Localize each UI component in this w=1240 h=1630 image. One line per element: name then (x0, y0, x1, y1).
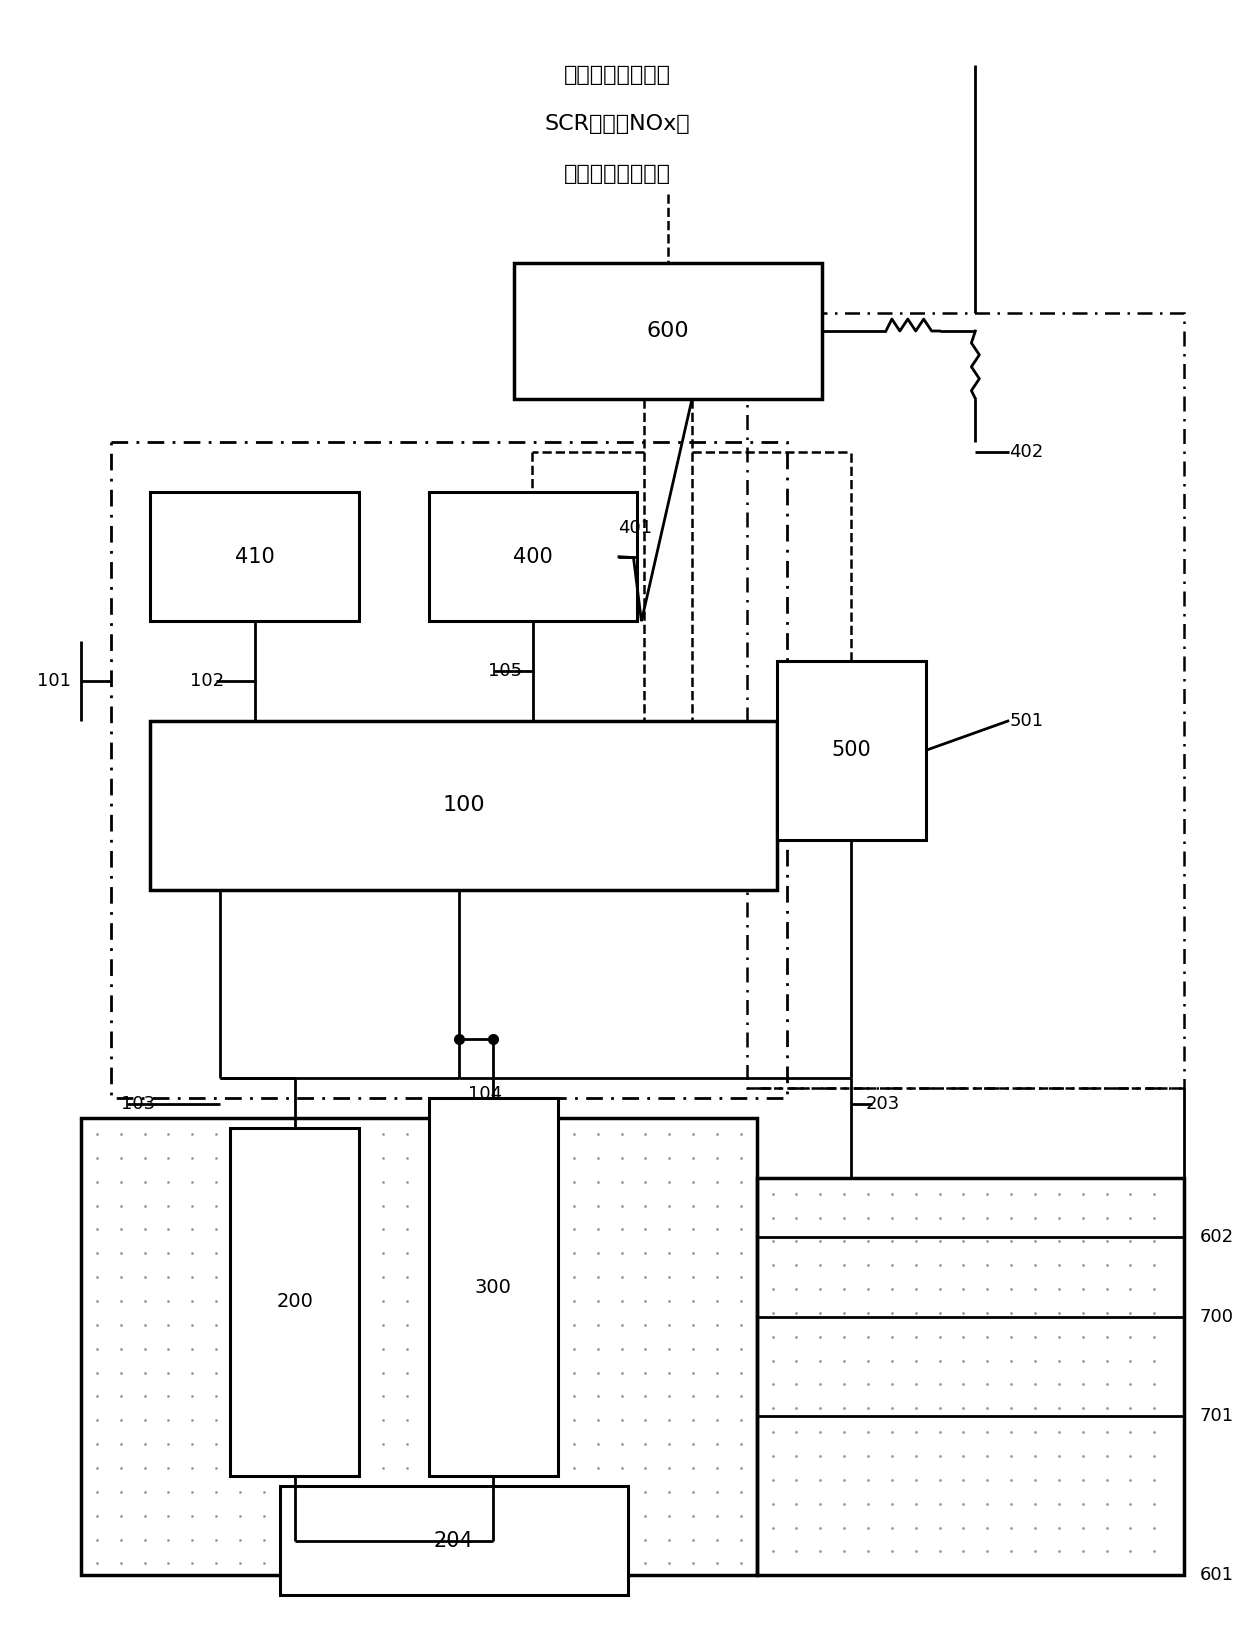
Bar (515, 264, 822, 399)
Text: 400: 400 (513, 546, 553, 567)
Bar (81, 1118, 756, 1575)
Text: 500: 500 (831, 740, 870, 761)
Text: 601: 601 (1200, 1566, 1234, 1584)
Bar (280, 1487, 627, 1596)
Text: 401: 401 (618, 518, 652, 536)
Text: SCR温度、NOx传: SCR温度、NOx传 (544, 114, 691, 134)
Text: 602: 602 (1200, 1229, 1234, 1247)
Text: 104: 104 (469, 1086, 502, 1104)
Text: 101: 101 (37, 672, 71, 689)
Text: 300: 300 (475, 1278, 512, 1296)
Text: 501: 501 (1009, 712, 1043, 730)
Text: 410: 410 (234, 546, 275, 567)
Text: 700: 700 (1200, 1307, 1234, 1325)
Bar (150, 720, 776, 890)
Text: 接发动机、整车、: 接发动机、整车、 (564, 65, 671, 85)
Text: 105: 105 (489, 662, 522, 680)
Bar (229, 1128, 360, 1475)
Bar (776, 660, 926, 839)
Bar (756, 1178, 1184, 1575)
Text: 203: 203 (866, 1095, 900, 1113)
Text: 600: 600 (647, 321, 689, 341)
Text: 100: 100 (443, 795, 485, 815)
Text: 103: 103 (120, 1095, 155, 1113)
Text: 701: 701 (1200, 1407, 1234, 1425)
Text: 402: 402 (1009, 443, 1043, 461)
Bar (429, 1099, 558, 1475)
Text: 感器、冷却液阀等: 感器、冷却液阀等 (564, 165, 671, 184)
Bar (429, 492, 637, 621)
Bar (150, 492, 360, 621)
Text: 204: 204 (434, 1531, 474, 1550)
Text: 102: 102 (190, 672, 224, 689)
Text: 200: 200 (277, 1293, 312, 1312)
Bar (746, 313, 1184, 1089)
Bar (110, 442, 786, 1099)
